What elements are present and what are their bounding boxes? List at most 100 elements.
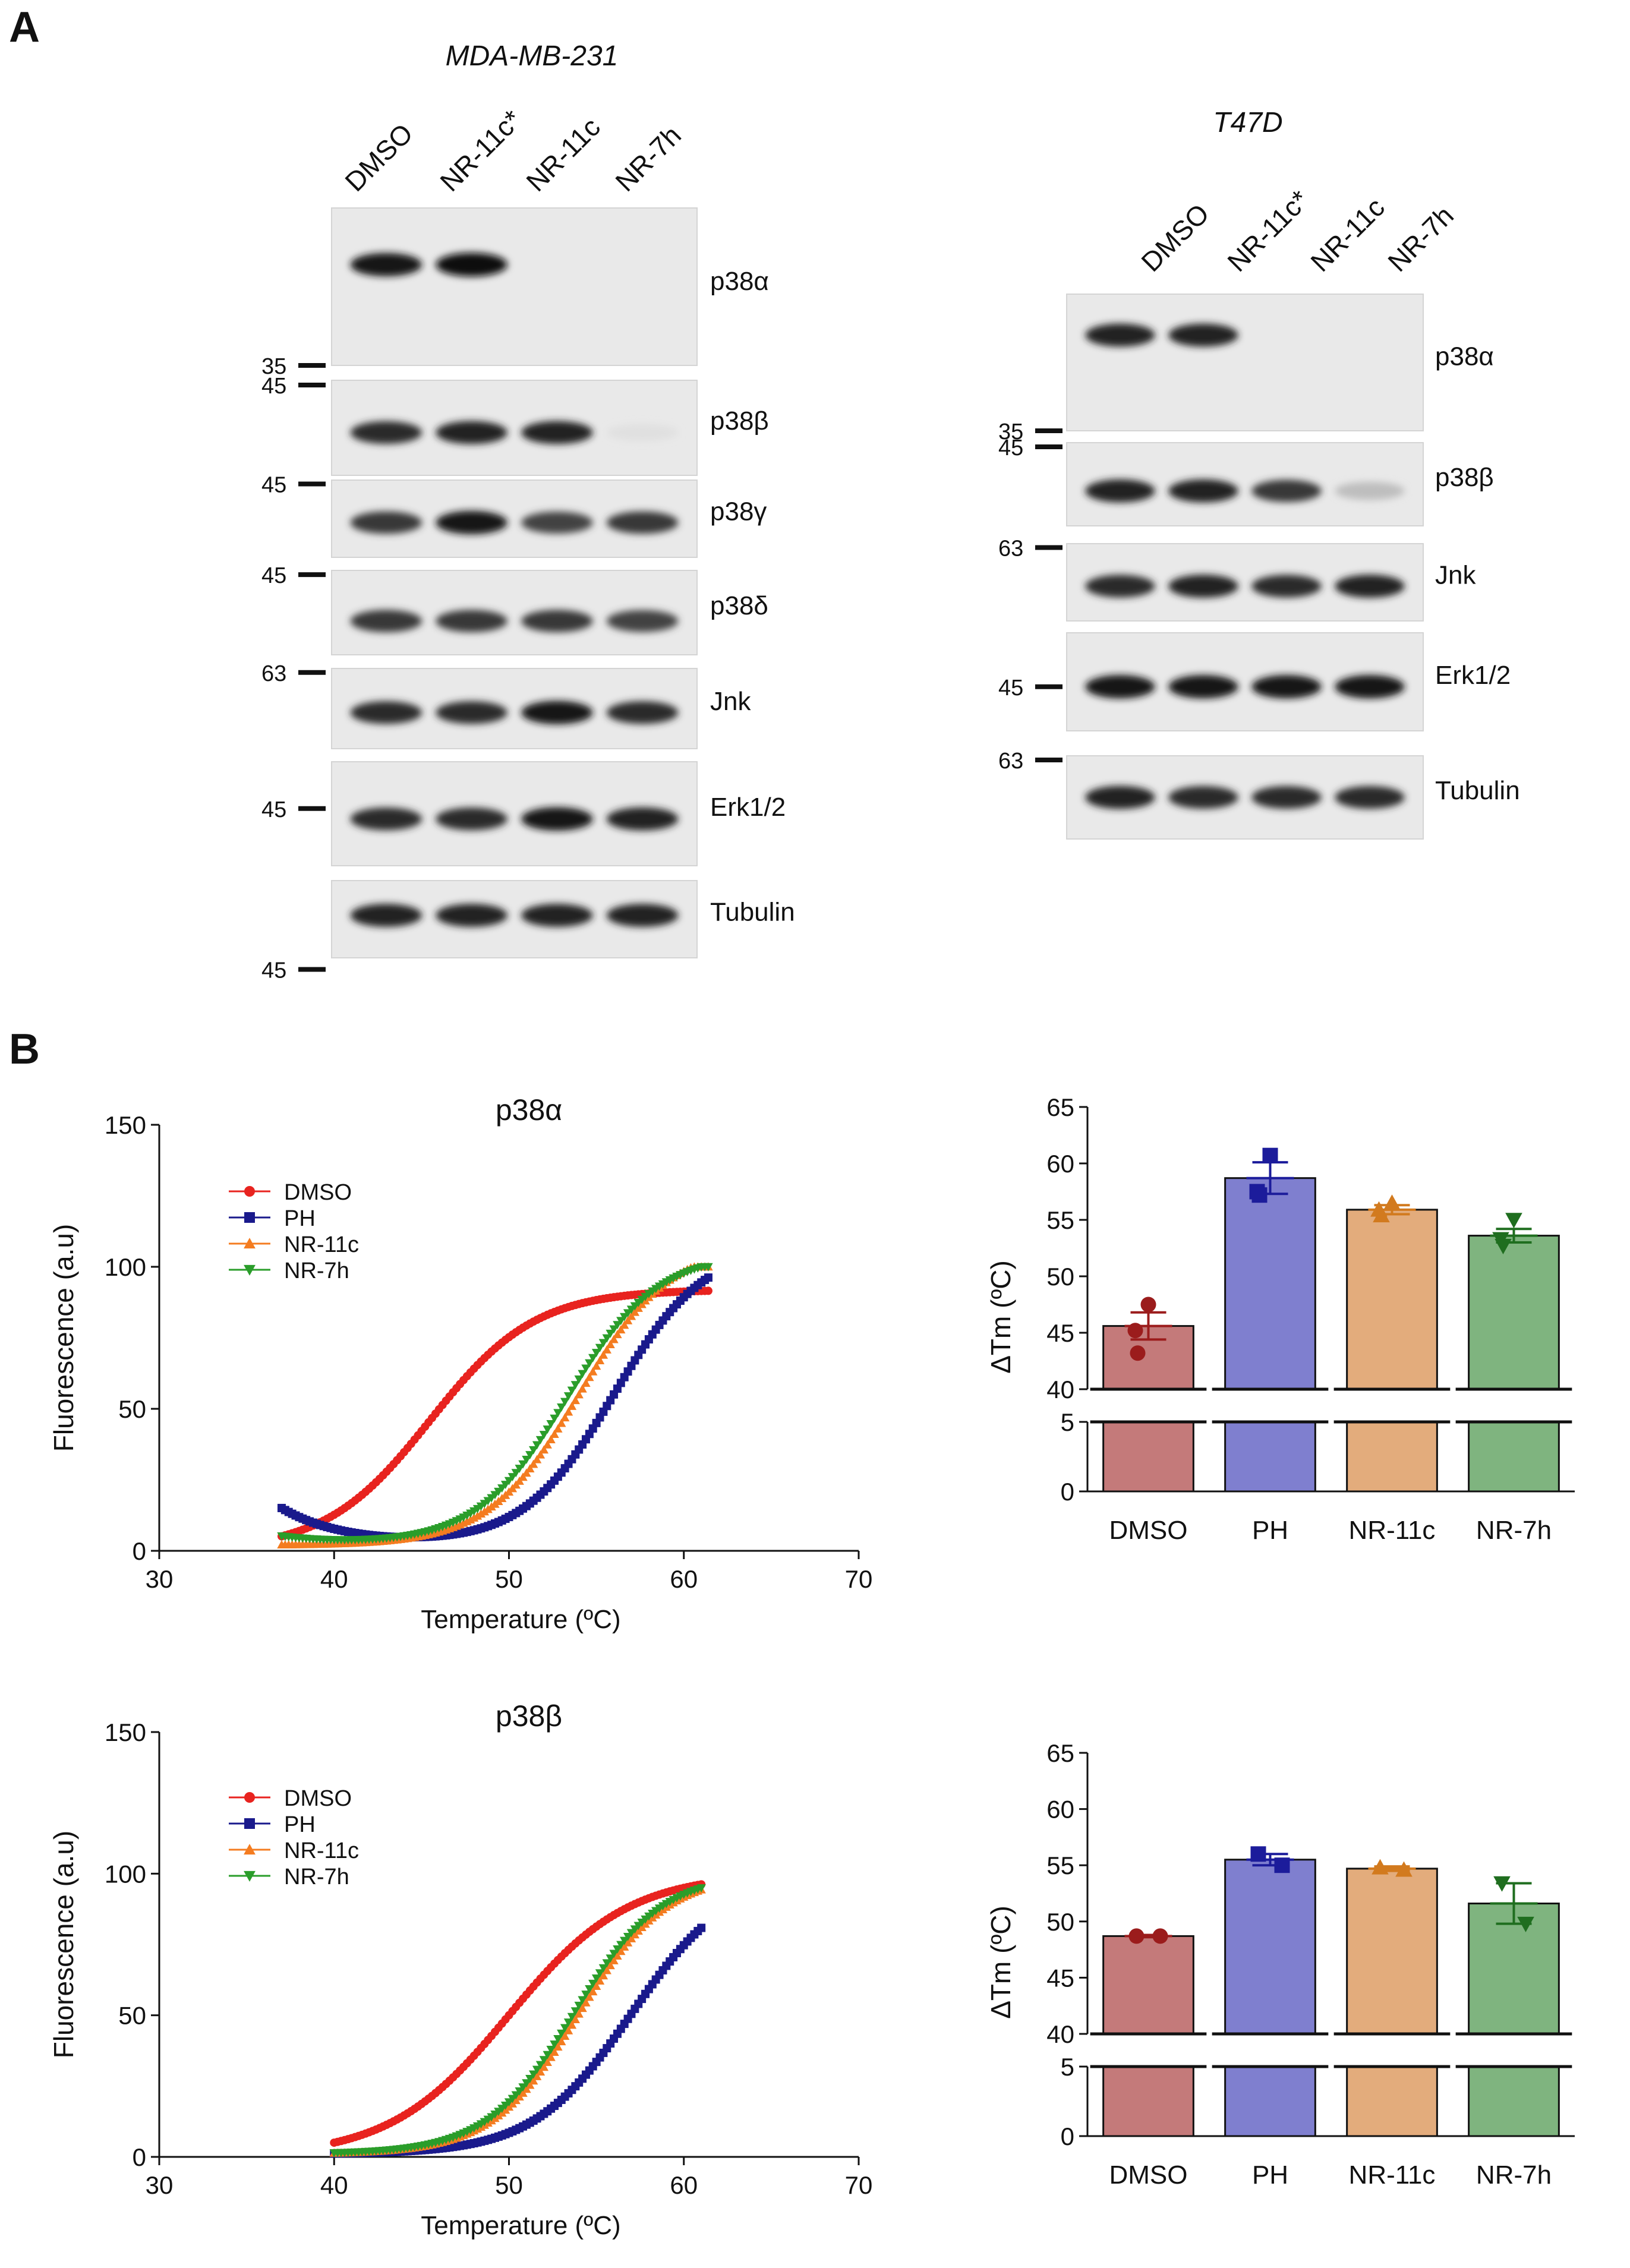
- replicate-point: [1250, 1846, 1266, 1862]
- y-tick-label: 65: [1046, 1093, 1074, 1121]
- series-line: [281, 1276, 709, 1538]
- y-axis-label: Fluorescence (a.u): [48, 1224, 79, 1452]
- replicate-point: [1140, 1297, 1156, 1313]
- replicate-point: [1372, 1859, 1389, 1875]
- y-tick-label: 0: [1061, 2122, 1074, 2150]
- y-tick-label: 50: [118, 1395, 146, 1423]
- blot-row: p38γ 45: [261, 473, 767, 558]
- tm-bar-chart-2: 40 45 50 55 60 65 0 5 ΔTm (ºC) DMSO PH NR-11c NR-7h: [985, 1739, 1575, 2190]
- y-tick-label: 0: [133, 2143, 146, 2171]
- bar-upper: [1224, 1859, 1316, 2035]
- replicate-point: [1127, 1323, 1143, 1339]
- melt-curve-chart-1: 0 50 100 150 30 40 50 60 70 Temperature (ºC) Fluor…: [48, 1093, 872, 1634]
- protein-label: Tubulin: [1435, 776, 1520, 805]
- category-label: NR-11c: [1349, 2160, 1436, 2190]
- mw-marker-label: 45: [261, 563, 286, 588]
- protein-label: p38γ: [710, 497, 767, 526]
- bar-dmso: DMSO: [1090, 1928, 1207, 2190]
- legend-label: NR-7h: [284, 1258, 349, 1283]
- tm-bar-chart-1: 40 45 50 55 60 65 0 5 ΔTm (ºC) DMSO PH NR-11c NR-7h: [985, 1093, 1575, 1545]
- band: [521, 807, 593, 831]
- mw-marker-label: 45: [261, 374, 286, 399]
- series-line: [333, 1883, 702, 2144]
- x-tick-label: 50: [495, 2171, 523, 2199]
- mw-marker-label: 45: [998, 676, 1023, 701]
- lane-label: NR-11c: [520, 111, 606, 197]
- band: [606, 511, 679, 534]
- bar-nr-7h: NR-7h: [1455, 1876, 1572, 2190]
- band: [1085, 323, 1155, 347]
- lane-label: NR-7h: [609, 119, 687, 197]
- band: [606, 610, 679, 632]
- legend-marker: [244, 1844, 256, 1855]
- y-axis-label: ΔTm (ºC): [985, 1906, 1016, 2019]
- blot-row: p38β 45: [998, 436, 1494, 526]
- mw-marker-label: 63: [998, 537, 1023, 562]
- blot-title: MDA-MB-231: [446, 40, 619, 72]
- bar-nr-11c: NR-11c: [1333, 1859, 1451, 2190]
- band: [1168, 675, 1238, 699]
- lane-label: NR-11c*: [1221, 184, 1314, 277]
- x-axis-label: Temperature (ºC): [421, 1605, 620, 1634]
- y-axis-label: ΔTm (ºC): [985, 1260, 1016, 1374]
- band: [1168, 479, 1238, 503]
- x-tick-label: 70: [845, 1565, 873, 1593]
- band: [1335, 482, 1405, 500]
- band: [521, 701, 593, 724]
- legend-label: NR-11c: [284, 1232, 359, 1257]
- band: [1168, 575, 1238, 598]
- y-tick-label: 45: [1046, 1964, 1074, 1992]
- blot-row: Tubulin 63: [998, 749, 1520, 840]
- mw-marker-label: 63: [998, 749, 1023, 774]
- melt-curve-chart-2: 0 50 100 150 30 40 50 60 70 Temperature (ºC) Fluor…: [48, 1699, 872, 2240]
- protein-label: p38α: [1435, 342, 1494, 371]
- x-tick-label: 60: [670, 2171, 698, 2199]
- lane-label: DMSO: [1135, 198, 1215, 277]
- series-nr-7h: [329, 1884, 706, 2157]
- y-tick-label: 55: [1046, 1851, 1074, 1879]
- blot-row: p38α 35: [261, 207, 769, 379]
- band: [1251, 480, 1322, 502]
- series-nr-11c: [329, 1885, 706, 2157]
- y-tick-label: 65: [1046, 1739, 1074, 1767]
- band: [521, 610, 593, 632]
- blot-row: p38β 45: [261, 374, 769, 476]
- band: [350, 511, 423, 534]
- band: [1085, 575, 1155, 598]
- replicate-point: [1495, 1239, 1512, 1254]
- y-tick-label: 5: [1061, 1408, 1074, 1436]
- y-tick-label: 5: [1061, 2053, 1074, 2081]
- band: [1085, 786, 1155, 809]
- blot-row: Erk1/2 45: [261, 761, 786, 866]
- band: [521, 421, 593, 444]
- y-tick-label: 150: [105, 1718, 146, 1746]
- band: [350, 807, 423, 831]
- blot-row: Jnk 63: [261, 661, 751, 749]
- protein-label: p38α: [710, 267, 769, 296]
- replicate-point: [1251, 1187, 1268, 1203]
- bar-lower: [1102, 2065, 1194, 2137]
- y-tick-label: 100: [105, 1253, 146, 1281]
- blot-row: p38α 35: [998, 294, 1494, 444]
- band: [606, 904, 679, 927]
- band: [350, 904, 423, 927]
- legend-label: NR-11c: [284, 1838, 359, 1863]
- protein-label: Jnk: [1435, 561, 1476, 590]
- blot-membrane: [331, 207, 698, 366]
- band: [1335, 575, 1405, 598]
- mw-marker-label: 45: [998, 436, 1023, 460]
- x-axis-label: Temperature (ºC): [421, 2211, 620, 2240]
- lane-label: DMSO: [339, 118, 418, 197]
- series-line: [281, 1289, 708, 1538]
- bar-lower: [1224, 2065, 1316, 2137]
- category-label: NR-11c: [1349, 1516, 1436, 1545]
- x-tick-label: 40: [320, 2171, 348, 2199]
- legend-label: PH: [284, 1812, 316, 1837]
- protein-label: p38δ: [710, 591, 768, 620]
- replicate-point: [1274, 1857, 1290, 1873]
- lane-label: NR-11c*: [434, 104, 527, 197]
- mw-marker-label: 45: [261, 473, 286, 498]
